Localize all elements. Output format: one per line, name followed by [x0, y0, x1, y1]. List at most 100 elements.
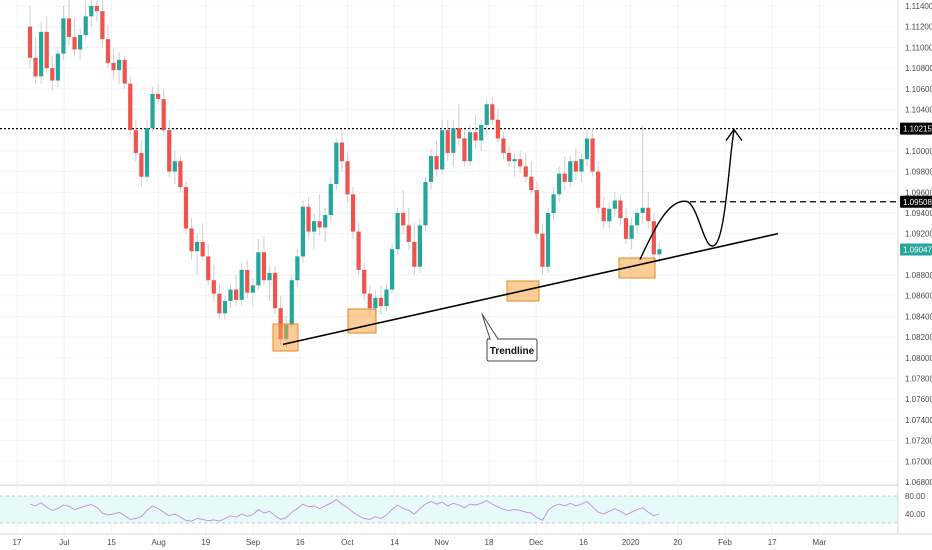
- candle-up: [195, 241, 200, 252]
- y-tick-label: 1.08000: [905, 354, 932, 363]
- candle-down: [495, 119, 500, 139]
- candle-down: [317, 221, 322, 228]
- candle-down: [618, 200, 623, 219]
- candle-down: [406, 225, 411, 242]
- candle-up: [417, 225, 422, 267]
- projection-path: [639, 128, 743, 260]
- candle-down: [367, 293, 372, 309]
- candle-down: [128, 83, 133, 131]
- candle-down: [401, 212, 406, 226]
- candle-up: [250, 285, 255, 293]
- candle-down: [445, 130, 450, 153]
- candle-up: [657, 249, 662, 255]
- y-tick-label: 1.07600: [905, 395, 932, 404]
- x-tick-label: 18: [485, 538, 494, 547]
- y-tick-label: 1.08200: [905, 333, 932, 342]
- y-tick-label: 1.07200: [905, 437, 932, 446]
- candle-up: [629, 225, 634, 239]
- candle-down: [178, 161, 183, 188]
- candle-up: [512, 159, 517, 162]
- time-axis[interactable]: 17 Jul 15 Aug 19 Sep 16 Oct 14 Nov 18 Dec 16 2020 20 Fe…: [0, 533, 932, 547]
- candle-up: [311, 221, 317, 232]
- candle-down: [105, 39, 111, 63]
- candle-down: [501, 138, 506, 153]
- x-tick-label: Oct: [341, 538, 354, 547]
- candle-up: [144, 128, 150, 177]
- x-tick-label: 17: [768, 538, 777, 547]
- candle-up: [545, 212, 551, 267]
- candle-up: [373, 297, 378, 309]
- price-tags: 1.10215 1.09508 1.09047: [900, 122, 932, 256]
- rsi-panel: 80.00 40.00: [0, 492, 926, 524]
- candle-up: [61, 18, 66, 54]
- candle-up: [579, 159, 584, 172]
- candle-down: [272, 272, 278, 309]
- candle-down: [206, 256, 211, 281]
- candle-up: [228, 289, 233, 301]
- candle-down: [233, 289, 239, 300]
- support-boxes: [272, 257, 656, 352]
- rsi-line: [29, 499, 660, 522]
- x-tick-label: 16: [579, 538, 588, 547]
- rsi-tick-80: 80.00: [905, 492, 926, 501]
- y-tick-label: 1.10000: [905, 147, 932, 156]
- candle-up: [289, 280, 294, 325]
- candle-up: [389, 249, 395, 290]
- candle-down: [261, 252, 267, 281]
- candle-up: [479, 125, 484, 141]
- candle-up: [267, 272, 272, 281]
- candle-down: [456, 128, 461, 139]
- candle-up: [328, 183, 333, 216]
- price-tag-label: 1.09047: [903, 245, 932, 254]
- candle-down: [623, 218, 629, 239]
- candle-up: [423, 181, 428, 226]
- candle-down: [490, 104, 495, 120]
- candle-down: [590, 138, 595, 172]
- y-tick-label: 1.08800: [905, 271, 932, 280]
- candle-down: [462, 138, 467, 162]
- y-tick-label: 1.06800: [905, 478, 932, 487]
- rsi-tick-40: 40.00: [905, 510, 926, 519]
- candle-down: [139, 152, 144, 177]
- candle-down: [646, 207, 651, 222]
- candle-down: [111, 62, 116, 71]
- projection-arrowhead: [725, 128, 743, 142]
- candle-up: [395, 212, 400, 250]
- trendline: [282, 232, 779, 346]
- candle-up: [428, 156, 434, 182]
- candle-down: [122, 59, 127, 84]
- candle-up: [83, 16, 88, 35]
- candle-down: [534, 190, 539, 234]
- candle-down: [133, 130, 138, 153]
- candle-up: [78, 34, 83, 50]
- x-tick-label: Sep: [246, 538, 261, 547]
- x-tick-label: Jul: [59, 538, 69, 547]
- candle-up: [256, 252, 261, 286]
- y-tick-label: 1.09400: [905, 209, 932, 218]
- x-tick-label: Mar: [813, 538, 827, 547]
- candle-down: [94, 6, 99, 12]
- support-box: [272, 323, 299, 352]
- trendline-annotation-label: Trendline: [490, 346, 535, 357]
- candle-up: [150, 93, 155, 129]
- callout-pointer: [481, 313, 499, 340]
- rsi-band: [0, 496, 898, 523]
- candle-up: [89, 6, 94, 17]
- price-axis[interactable]: 1.11400 1.11200 1.11000 1.10800 1.10600 1.104…: [897, 0, 932, 534]
- candle-down: [339, 142, 345, 162]
- candle-down: [573, 161, 578, 172]
- candle-up: [607, 208, 612, 222]
- candle-down: [183, 187, 189, 229]
- candle-up: [222, 300, 228, 314]
- candle-up: [384, 289, 389, 307]
- candle-down: [356, 231, 361, 270]
- candle-up: [334, 142, 339, 184]
- candle-down: [412, 241, 417, 267]
- x-tick-label: Dec: [529, 538, 543, 547]
- candle-down: [362, 269, 367, 294]
- candle-down: [518, 159, 523, 167]
- candle-down: [473, 132, 478, 141]
- candle-down: [161, 99, 166, 131]
- x-tick-label: 19: [201, 538, 210, 547]
